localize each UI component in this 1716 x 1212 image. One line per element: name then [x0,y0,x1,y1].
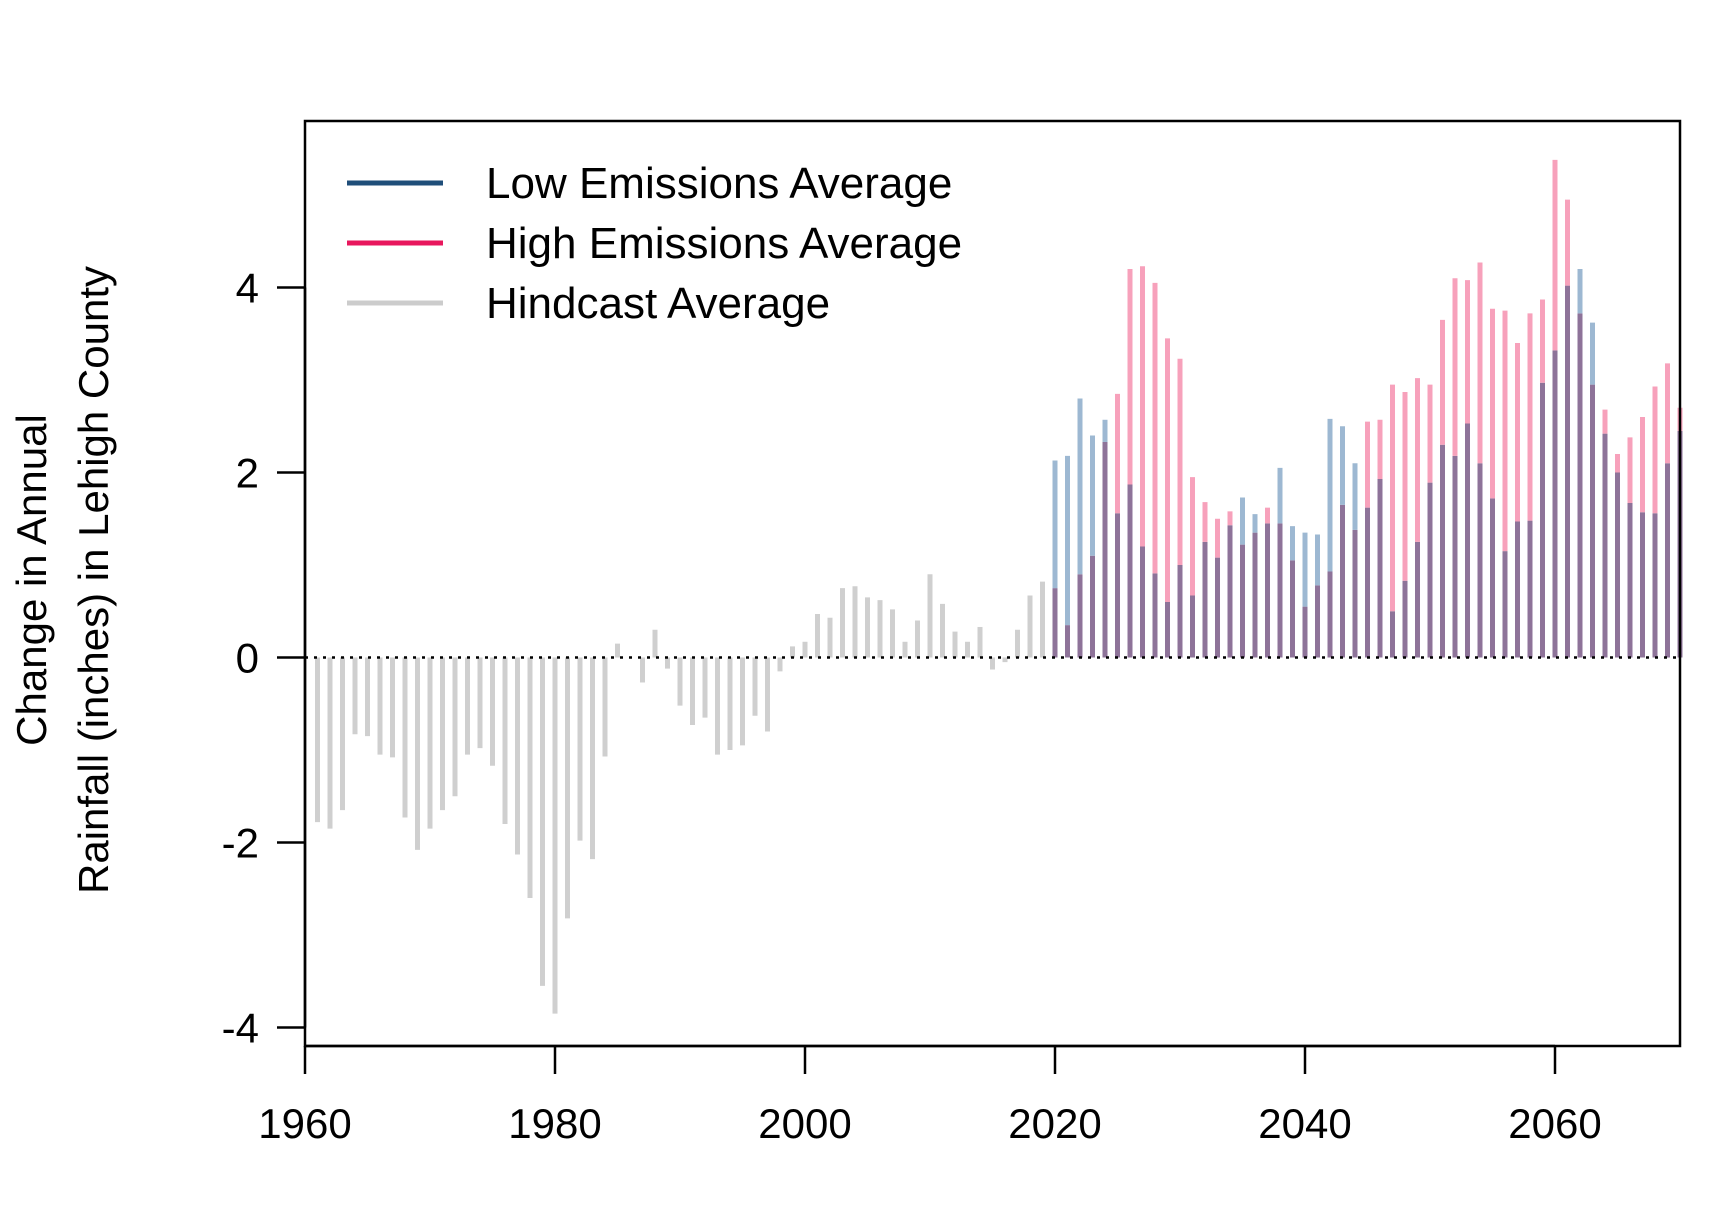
x-tick-label: 2040 [1258,1100,1351,1147]
x-tick-label: 2060 [1508,1100,1601,1147]
x-tick-label: 2020 [1008,1100,1101,1147]
x-tick-label: 1980 [508,1100,601,1147]
x-tick-label: 1960 [258,1100,351,1147]
x-axis: 1960 1980 2000 2020 2040 2060 [258,1044,1602,1147]
y-axis: -4 -2 0 2 4 [222,265,307,1052]
y-tick-label: -4 [222,1005,259,1052]
legend-label: Low Emissions Average [486,159,952,208]
y-tick-label: -2 [222,820,259,867]
y-axis-title-line-2: Rainfall (inches) in Lehigh County [70,266,117,894]
y-axis-title-line-1: Change in Annual [8,414,55,746]
y-tick-label: 2 [236,450,259,497]
legend-label: High Emissions Average [486,219,962,268]
x-tick-label: 2000 [758,1100,851,1147]
bars-layer [315,159,1683,1014]
legend: Low Emissions Average High Emissions Aver… [347,159,962,328]
y-axis-title: Change in Annual Rainfall (inches) in Le… [8,266,117,894]
y-tick-label: 4 [236,265,259,312]
y-tick-label: 0 [236,635,259,682]
legend-label: Hindcast Average [486,279,830,328]
